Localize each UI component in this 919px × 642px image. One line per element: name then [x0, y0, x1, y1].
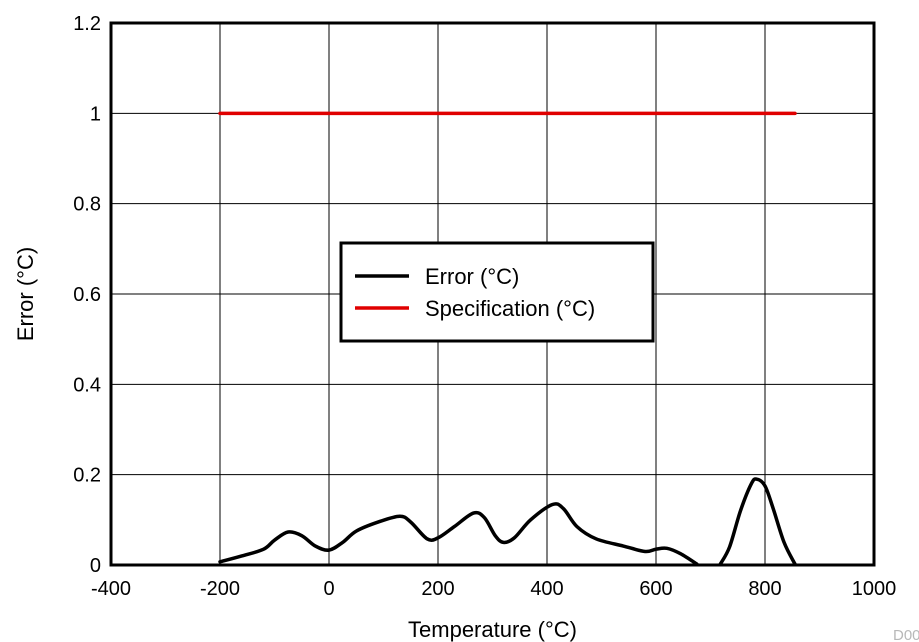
x-tick-label: -200 — [200, 578, 240, 600]
plot-frame — [109, 21, 876, 567]
x-tick-label: 400 — [530, 578, 563, 600]
y-tick-label: 1.2 — [73, 13, 101, 35]
x-tick-label: 0 — [323, 578, 334, 600]
error-line — [718, 477, 797, 566]
error-line — [218, 502, 699, 566]
y-axis-title: Error (°C) — [13, 247, 38, 341]
x-tick-label: 600 — [639, 578, 672, 600]
series-layer — [218, 111, 797, 566]
x-tick-label: 800 — [748, 578, 781, 600]
y-tick-label: 0 — [90, 555, 101, 577]
y-tick-label: 0.2 — [73, 465, 101, 487]
y-tick-label: 1 — [90, 103, 101, 125]
x-tick-label: 200 — [421, 578, 454, 600]
y-tick-label: 0.8 — [73, 194, 101, 216]
x-axis-title: Temperature (°C) — [408, 617, 577, 642]
y-tick-labels: 0 0.2 0.4 0.6 0.8 1 1.2 — [73, 13, 101, 577]
series-error — [218, 477, 797, 566]
legend-items: Error (°C) Specification (°C) — [355, 264, 595, 321]
x-tick-label: -400 — [91, 578, 131, 600]
y-tick-label: 0.6 — [73, 284, 101, 306]
legend-label: Error (°C) — [425, 264, 519, 289]
x-tick-label: 1000 — [852, 578, 897, 600]
legend-label: Specification (°C) — [425, 296, 595, 321]
legend-box — [339, 241, 655, 343]
y-tick-label: 0.4 — [73, 374, 101, 396]
legend: Error (°C) Specification (°C) — [339, 241, 655, 343]
figure-id-label: D003 — [893, 627, 919, 642]
x-tick-labels: -400 -200 0 200 400 600 800 1000 — [91, 578, 896, 600]
